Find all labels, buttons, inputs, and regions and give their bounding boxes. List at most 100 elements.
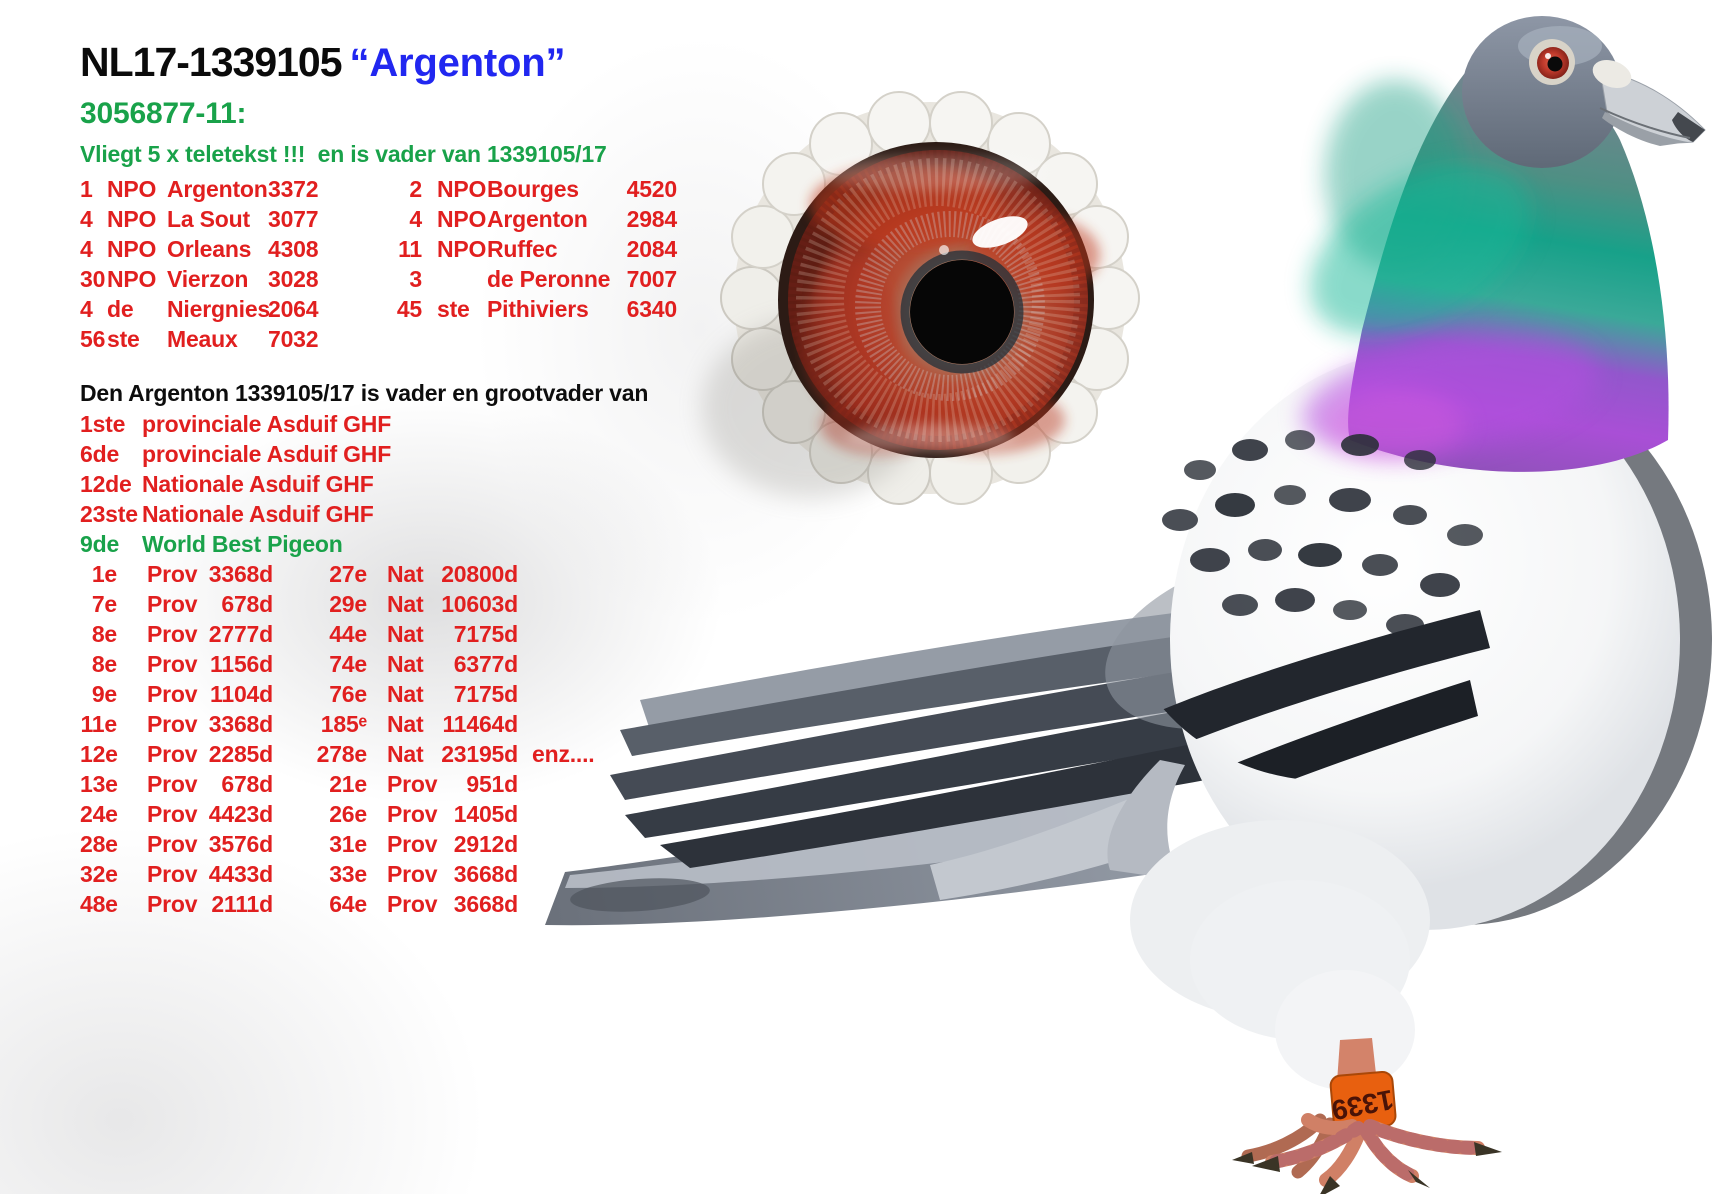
pos-cell: 24e (80, 801, 118, 828)
count-cell: 2084 (626, 236, 678, 263)
label-cell: World Best Pigeon (142, 531, 343, 558)
extra-cell (518, 829, 710, 859)
count-cell: 4423d (208, 801, 273, 828)
count-cell: 4308 (268, 236, 319, 263)
count-cell: 10603d (441, 591, 518, 618)
count-cell: 7007 (626, 266, 678, 293)
pos-cell: 9de (80, 531, 120, 558)
pos-cell: 1ste (80, 411, 126, 438)
count-cell: 3368d (208, 561, 273, 588)
result-row: 4 NPO La Sout 3077 4 NPO Argenton 2984 (80, 204, 710, 234)
pos-cell: 12e (80, 741, 118, 768)
extra-cell (518, 619, 710, 649)
count-cell: 11464d (442, 711, 518, 738)
org-cell: Prov (387, 801, 438, 828)
count-cell: 678d (221, 591, 273, 618)
count-cell: 678d (221, 771, 273, 798)
pos-cell: 4 (80, 206, 93, 233)
pigeon-head-eye (1529, 39, 1575, 85)
result-row: 7e Prov 678d 29e Nat 10603d (80, 589, 710, 619)
eye-closeup-photo (702, 91, 1140, 505)
leg-band: 1339 (1329, 1070, 1397, 1131)
count-cell: 3028 (268, 266, 319, 293)
pos-cell: 1 (80, 176, 93, 203)
org-cell: Prov (147, 681, 198, 708)
pos-cell: 31e (329, 831, 367, 858)
pos-cell: 1e (91, 561, 117, 588)
extra-cell (518, 799, 710, 829)
pos-cell: 48e (80, 891, 118, 918)
pos-cell: 30 (80, 266, 106, 293)
pos-cell: 185ᵉ (320, 711, 367, 738)
org-cell: Prov (147, 621, 198, 648)
pos-cell: 13e (80, 771, 118, 798)
pos-cell: 9e (91, 681, 117, 708)
pos-cell: 4 (409, 206, 422, 233)
org-cell: Nat (387, 681, 424, 708)
asduif-row: 23ste Nationale Asduif GHF (80, 499, 710, 529)
eye-highlight (972, 216, 1028, 248)
count-cell: 6377d (453, 651, 518, 678)
offspring-results: 1e Prov 3368d 27e Nat 20800d 7e Prov 678d 29e Nat… (80, 559, 710, 919)
org-cell: Prov (387, 891, 438, 918)
result-row: 12e Prov 2285d 278e Nat 23195d enz.... (80, 739, 710, 769)
count-cell: 2777d (208, 621, 273, 648)
count-cell: 7032 (268, 326, 319, 353)
count-cell: 6340 (626, 296, 678, 323)
pos-cell: 7e (91, 591, 117, 618)
count-cell: 2285d (208, 741, 273, 768)
org-cell (422, 324, 487, 354)
label-cell: Nationale Asduif GHF (142, 471, 374, 498)
pos-cell: 74e (329, 651, 367, 678)
pigeon-neck (1301, 55, 1669, 472)
intro-line: Vliegt 5 x teletekst !!! en is vader van… (80, 141, 607, 168)
result-row: 1e Prov 3368d 27e Nat 20800d (80, 559, 710, 589)
pos-cell: 29e (329, 591, 367, 618)
result-row: 28e Prov 3576d 31e Prov 2912d (80, 829, 710, 859)
org-cell: NPO (437, 176, 487, 203)
pigeon: 1339 (545, 16, 1712, 1194)
pos-cell: 44e (329, 621, 367, 648)
title-row: NL17-1339105 “Argenton” (80, 39, 710, 85)
extra-cell (518, 889, 710, 919)
race-cell: Bourges (487, 176, 579, 203)
org-cell: Nat (387, 651, 424, 678)
org-cell: de (107, 296, 134, 323)
result-row: 30 NPO Vierzon 3028 3 de Peronne 7007 (80, 264, 710, 294)
count-cell: 23195d (441, 741, 518, 768)
pos-cell: 12de (80, 471, 132, 498)
org-cell: Prov (147, 891, 198, 918)
race-cell: Niergnies (167, 296, 271, 323)
result-row: 4 NPO Orleans 4308 11 NPO Ruffec 2084 (80, 234, 710, 264)
count-cell: 2111d (211, 891, 273, 918)
pos-cell: 4 (80, 236, 93, 263)
extra-cell (518, 709, 710, 739)
count-cell: 951d (466, 771, 518, 798)
result-row: 56 ste Meaux 7032 (80, 324, 710, 354)
pos-cell: 8e (91, 621, 117, 648)
org-cell: Prov (387, 861, 438, 888)
org-cell: Nat (387, 591, 424, 618)
org-cell: ste (107, 326, 140, 353)
result-row: 24e Prov 4423d 26e Prov 1405d (80, 799, 710, 829)
count-cell: 3668d (453, 861, 518, 888)
race-cell: La Sout (167, 206, 250, 233)
eye-pupil (910, 260, 1014, 364)
pos-cell: 4 (80, 296, 93, 323)
pos-cell: 6de (80, 441, 120, 468)
result-row: 4 de Niergnies 2064 45 ste Pithiviers 6340 (80, 294, 710, 324)
count-cell: 2064 (268, 296, 319, 323)
count-cell: 3372 (268, 176, 319, 203)
pos-cell: 278e (316, 741, 368, 768)
pos-cell: 26e (329, 801, 367, 828)
result-row: 11e Prov 3368d 185ᵉ Nat 11464d (80, 709, 710, 739)
result-row: 8e Prov 1156d 74e Nat 6377d (80, 649, 710, 679)
label-cell: provinciale Asduif GHF (142, 441, 392, 468)
pos-cell: 27e (329, 561, 367, 588)
org-cell: NPO (107, 266, 157, 293)
pos-cell: 45 (396, 296, 422, 323)
result-row: 32e Prov 4433d 33e Prov 3668d (80, 859, 710, 889)
org-cell: Nat (387, 561, 424, 588)
count-cell: 2912d (453, 831, 518, 858)
